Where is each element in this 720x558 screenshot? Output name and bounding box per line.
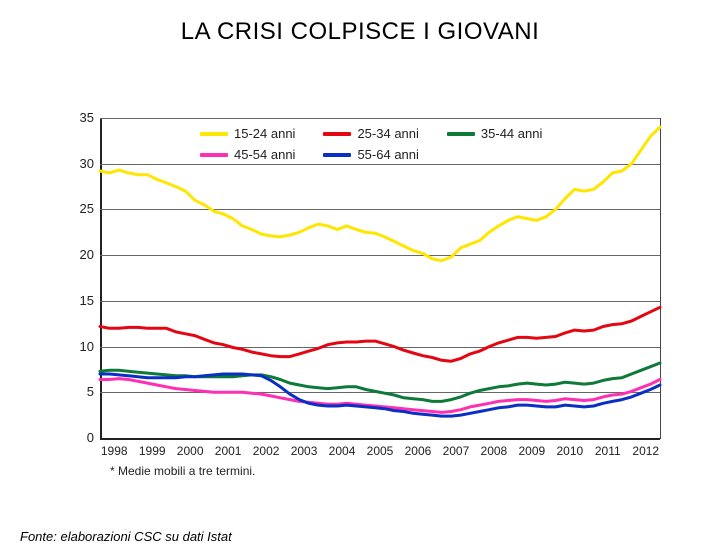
y-tick: 15 <box>50 293 94 308</box>
x-tick: 2008 <box>481 444 508 458</box>
legend-swatch-icon <box>323 132 351 136</box>
x-tick: 2004 <box>329 444 356 458</box>
x-tick: 2009 <box>519 444 546 458</box>
series-line <box>100 374 660 416</box>
y-tick: 10 <box>50 339 94 354</box>
y-tick: 35 <box>50 110 94 125</box>
legend-item-55-64: 55-64 anni <box>323 147 418 162</box>
legend-item-25-34: 25-34 anni <box>323 126 418 141</box>
y-tick: 25 <box>50 201 94 216</box>
series-line <box>100 307 660 361</box>
x-tick: 2003 <box>291 444 318 458</box>
legend-swatch-icon <box>447 132 475 136</box>
series-line <box>100 363 660 401</box>
x-tick: 2007 <box>443 444 470 458</box>
x-tick: 2001 <box>215 444 242 458</box>
y-tick: 0 <box>50 430 94 445</box>
legend-swatch-icon <box>323 153 351 157</box>
legend-label: 45-54 anni <box>234 147 295 162</box>
legend-label: 55-64 anni <box>357 147 418 162</box>
legend-swatch-icon <box>200 153 228 157</box>
legend-label: 25-34 anni <box>357 126 418 141</box>
x-tick: 2005 <box>367 444 394 458</box>
y-tick: 20 <box>50 247 94 262</box>
x-tick: 2002 <box>253 444 280 458</box>
x-tick: 1999 <box>139 444 166 458</box>
legend-label: 35-44 anni <box>481 126 542 141</box>
legend-item-15-24: 15-24 anni <box>200 126 295 141</box>
x-tick: 2006 <box>405 444 432 458</box>
x-tick: 1998 <box>101 444 128 458</box>
x-tick: 2011 <box>595 444 621 458</box>
chart-container: 0 5 10 15 20 25 30 35 1998 1999 2000 2001 2002 2003 2… <box>50 98 670 478</box>
page-title: LA CRISI COLPISCE I GIOVANI <box>0 18 720 46</box>
legend-item-45-54: 45-54 anni <box>200 147 295 162</box>
x-tick: 2000 <box>177 444 204 458</box>
legend-label: 15-24 anni <box>234 126 295 141</box>
legend-swatch-icon <box>200 132 228 136</box>
x-tick: 2010 <box>556 444 583 458</box>
footnote: * Medie mobili a tre termini. <box>110 464 255 478</box>
y-tick: 30 <box>50 156 94 171</box>
legend: 15-24 anni 25-34 anni 35-44 anni 45-54 a… <box>200 126 560 168</box>
legend-item-35-44: 35-44 anni <box>447 126 542 141</box>
y-tick: 5 <box>50 384 94 399</box>
x-tick: 2012 <box>632 444 659 458</box>
source-text: Fonte: elaborazioni CSC su dati Istat <box>20 529 232 544</box>
x-axis <box>100 438 660 440</box>
